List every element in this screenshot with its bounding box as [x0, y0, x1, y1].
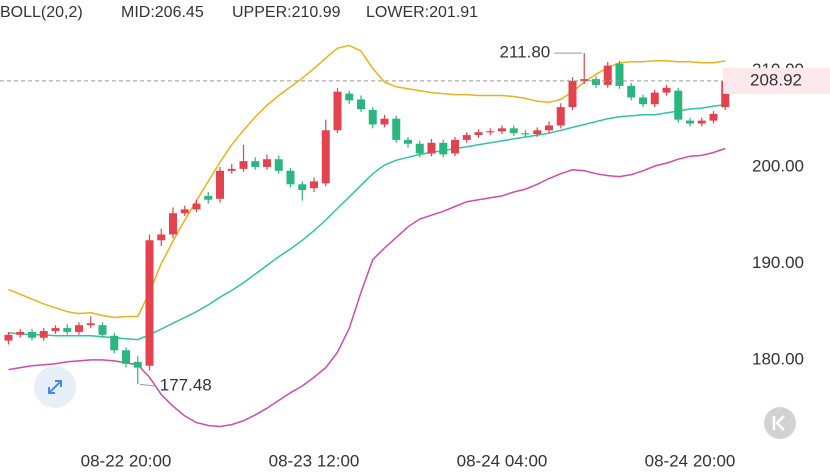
candle-body: [98, 325, 107, 335]
candle-body: [568, 81, 577, 108]
candle-body: [274, 159, 283, 171]
candle-body: [227, 168, 236, 171]
last-price-label: 208.92: [750, 70, 802, 89]
expand-icon: [48, 380, 62, 394]
candle-body: [251, 161, 260, 167]
y-tick-label: 180.00: [752, 349, 804, 368]
candle-body: [380, 118, 389, 125]
candle-body: [533, 130, 542, 135]
candle-body: [509, 128, 518, 134]
candle-body: [310, 181, 318, 189]
y-tick-label: 200.00: [752, 156, 804, 175]
candle-body: [580, 79, 589, 82]
candle-body: [662, 87, 671, 93]
candle-body: [603, 65, 612, 85]
candle-body: [486, 131, 495, 133]
candle-body: [615, 63, 624, 86]
candle-body: [451, 139, 459, 154]
candle-body: [180, 209, 189, 214]
candle-body: [286, 170, 295, 185]
candle-body: [462, 135, 471, 140]
legend-label: UPPER:210.99: [232, 4, 341, 21]
last-price-tag: [723, 67, 830, 94]
candle-body: [404, 139, 412, 144]
candle-body: [239, 161, 248, 169]
candle-body: [133, 361, 142, 368]
legend-label: MID:206.45: [121, 4, 204, 21]
max-label: 211.80: [500, 43, 551, 62]
candle-body: [427, 142, 436, 154]
candle-body: [122, 350, 130, 364]
candle-body: [368, 110, 377, 125]
candle-body: [4, 334, 13, 341]
candle-body: [216, 170, 224, 199]
candle-body: [75, 325, 83, 332]
candle-body: [686, 120, 694, 124]
candle-body: [263, 159, 271, 167]
collapse-circle: [764, 407, 796, 439]
candle-body: [333, 91, 342, 131]
x-tick-label: 08-24 20:00: [645, 451, 736, 470]
candle-body: [650, 92, 659, 105]
legend-label: LOWER:201.91: [366, 4, 478, 21]
min-leader: [139, 383, 156, 387]
candle-body: [145, 240, 154, 366]
candle-body: [639, 97, 647, 105]
indicator-label: BOLL(20,2): [0, 4, 83, 21]
x-tick-label: 08-24 04:00: [457, 451, 548, 470]
candle-body: [192, 203, 201, 210]
candle-body: [63, 328, 72, 332]
candle-body: [86, 323, 95, 326]
candle-body: [627, 85, 636, 98]
candle-body: [39, 330, 48, 338]
min-label: 177.48: [160, 376, 212, 395]
candle-body: [721, 80, 730, 108]
candle-body: [415, 143, 424, 154]
candle-body: [697, 120, 706, 124]
band-line: [8, 103, 726, 341]
x-tick-label: 08-23 12:00: [269, 451, 360, 470]
candle-body: [157, 234, 166, 241]
expand-button[interactable]: [34, 366, 76, 408]
y-tick-label: 190.00: [752, 253, 804, 272]
candle-body: [674, 90, 683, 120]
candle-body: [498, 128, 506, 132]
candle-body: [592, 79, 600, 85]
collapse-icon: [772, 415, 785, 431]
candle-body: [298, 184, 307, 191]
candle-body: [474, 132, 483, 136]
x-tick-label: 08-22 20:00: [81, 451, 172, 470]
candle-body: [28, 331, 36, 338]
candle-body: [521, 133, 530, 135]
collapse-button[interactable]: [764, 407, 796, 439]
candle-body: [556, 107, 565, 126]
candle-body: [51, 328, 60, 331]
candle-body: [110, 335, 119, 351]
candle-body: [204, 195, 213, 200]
candle-body: [169, 213, 177, 235]
candle-body: [392, 118, 401, 140]
candle-body: [545, 125, 553, 131]
candle-body: [16, 331, 25, 335]
candle-body: [439, 142, 448, 155]
candle-body: [357, 99, 365, 110]
candle-body: [321, 130, 330, 184]
candle-body: [345, 93, 354, 101]
candle-body: [709, 113, 718, 121]
